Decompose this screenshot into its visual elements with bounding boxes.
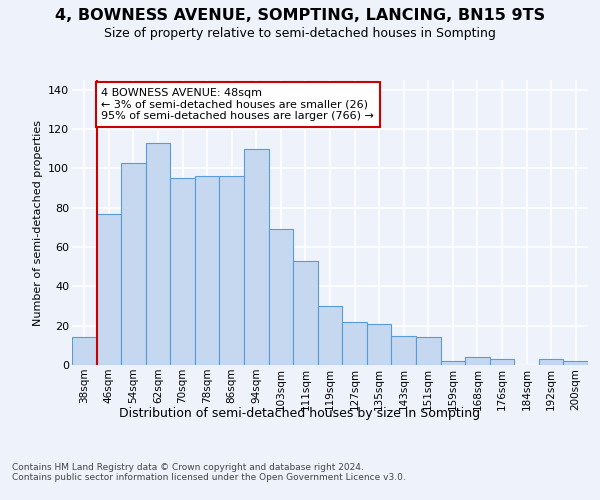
Bar [244, 149, 269, 365]
Bar [539, 359, 563, 365]
Bar [269, 230, 293, 365]
Bar [391, 336, 416, 365]
Bar [318, 306, 342, 365]
Bar [293, 261, 318, 365]
Bar [367, 324, 391, 365]
Text: Contains HM Land Registry data © Crown copyright and database right 2024.
Contai: Contains HM Land Registry data © Crown c… [12, 462, 406, 482]
Bar [97, 214, 121, 365]
Bar [342, 322, 367, 365]
Bar [563, 361, 588, 365]
Y-axis label: Number of semi-detached properties: Number of semi-detached properties [32, 120, 43, 326]
Bar [416, 338, 440, 365]
Bar [170, 178, 195, 365]
Bar [465, 357, 490, 365]
Text: Distribution of semi-detached houses by size in Sompting: Distribution of semi-detached houses by … [119, 408, 481, 420]
Text: 4 BOWNESS AVENUE: 48sqm
← 3% of semi-detached houses are smaller (26)
95% of sem: 4 BOWNESS AVENUE: 48sqm ← 3% of semi-det… [101, 88, 374, 121]
Bar [146, 143, 170, 365]
Bar [72, 338, 97, 365]
Text: 4, BOWNESS AVENUE, SOMPTING, LANCING, BN15 9TS: 4, BOWNESS AVENUE, SOMPTING, LANCING, BN… [55, 8, 545, 22]
Bar [121, 162, 146, 365]
Bar [490, 359, 514, 365]
Bar [195, 176, 220, 365]
Bar [440, 361, 465, 365]
Text: Size of property relative to semi-detached houses in Sompting: Size of property relative to semi-detach… [104, 28, 496, 40]
Bar [220, 176, 244, 365]
